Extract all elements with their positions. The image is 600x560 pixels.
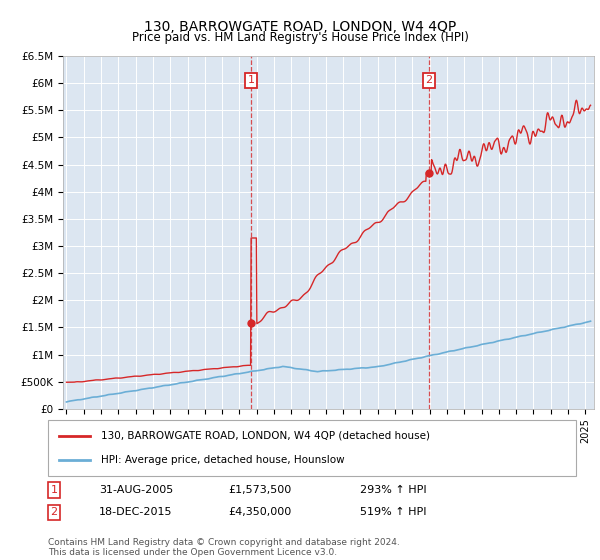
Text: Price paid vs. HM Land Registry's House Price Index (HPI): Price paid vs. HM Land Registry's House … <box>131 31 469 44</box>
Text: 1: 1 <box>50 485 58 495</box>
Text: 1: 1 <box>247 76 254 86</box>
Text: 130, BARROWGATE ROAD, LONDON, W4 4QP: 130, BARROWGATE ROAD, LONDON, W4 4QP <box>144 20 456 34</box>
Text: 130, BARROWGATE ROAD, LONDON, W4 4QP (detached house): 130, BARROWGATE ROAD, LONDON, W4 4QP (de… <box>101 431 430 441</box>
Text: £1,573,500: £1,573,500 <box>228 485 291 495</box>
Text: HPI: Average price, detached house, Hounslow: HPI: Average price, detached house, Houn… <box>101 455 344 465</box>
Text: 31-AUG-2005: 31-AUG-2005 <box>99 485 173 495</box>
Text: 18-DEC-2015: 18-DEC-2015 <box>99 507 173 517</box>
Text: 519% ↑ HPI: 519% ↑ HPI <box>360 507 427 517</box>
FancyBboxPatch shape <box>48 420 576 476</box>
Text: 293% ↑ HPI: 293% ↑ HPI <box>360 485 427 495</box>
Text: 2: 2 <box>50 507 58 517</box>
Text: £4,350,000: £4,350,000 <box>228 507 291 517</box>
Text: Contains HM Land Registry data © Crown copyright and database right 2024.
This d: Contains HM Land Registry data © Crown c… <box>48 538 400 557</box>
Text: 2: 2 <box>425 76 433 86</box>
